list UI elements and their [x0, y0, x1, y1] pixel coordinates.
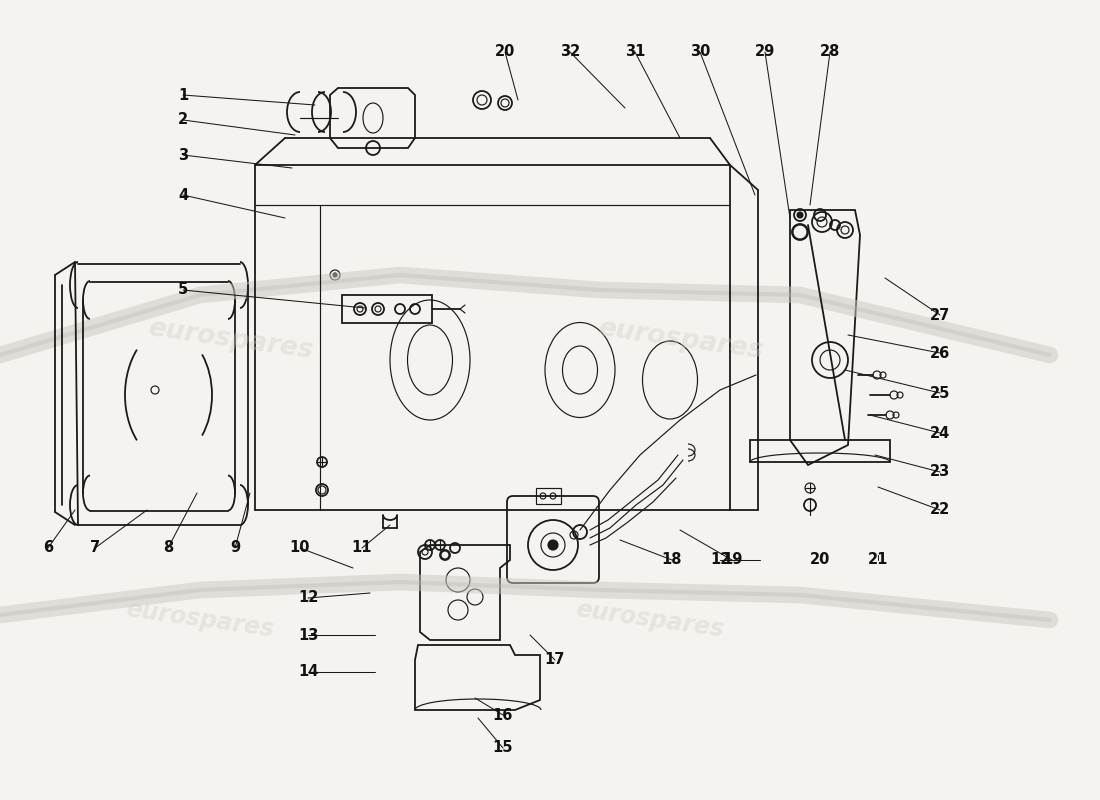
Text: 21: 21 [868, 553, 888, 567]
Circle shape [333, 273, 337, 277]
Text: 12: 12 [298, 590, 318, 606]
Text: 20: 20 [810, 553, 830, 567]
Text: eurospares: eurospares [595, 315, 764, 365]
Text: 27: 27 [930, 307, 950, 322]
Text: 23: 23 [930, 465, 950, 479]
Text: 13: 13 [298, 627, 318, 642]
Text: 10: 10 [289, 541, 310, 555]
Bar [750, 440, 890, 462]
Text: 31: 31 [625, 45, 646, 59]
Text: 29: 29 [755, 45, 775, 59]
Text: 5: 5 [178, 282, 188, 298]
Text: 20: 20 [495, 45, 515, 59]
Text: 25: 25 [930, 386, 950, 401]
Text: 16: 16 [493, 707, 514, 722]
Text: 2: 2 [178, 113, 188, 127]
Text: 7: 7 [90, 541, 100, 555]
Text: 8: 8 [163, 541, 173, 555]
Text: 1: 1 [178, 87, 188, 102]
Text: 6: 6 [43, 541, 53, 555]
Text: 24: 24 [930, 426, 950, 441]
Text: 11: 11 [352, 541, 372, 555]
Text: eurospares: eurospares [124, 598, 276, 642]
Text: 3: 3 [178, 147, 188, 162]
Text: 18: 18 [662, 553, 682, 567]
Text: 15: 15 [493, 741, 514, 755]
Bar [536, 488, 561, 504]
Text: 28: 28 [820, 45, 840, 59]
Text: 19: 19 [722, 553, 742, 567]
Text: 22: 22 [930, 502, 950, 518]
Bar [342, 295, 432, 323]
Text: 9: 9 [230, 541, 240, 555]
Text: 17: 17 [544, 653, 565, 667]
Text: 30: 30 [690, 45, 711, 59]
Text: 26: 26 [930, 346, 950, 361]
Text: 12: 12 [710, 553, 730, 567]
Text: eurospares: eurospares [574, 598, 726, 642]
Text: 32: 32 [560, 45, 580, 59]
Text: 14: 14 [298, 665, 318, 679]
Circle shape [798, 212, 803, 218]
Circle shape [548, 540, 558, 550]
Text: 4: 4 [178, 187, 188, 202]
Text: eurospares: eurospares [145, 315, 315, 365]
